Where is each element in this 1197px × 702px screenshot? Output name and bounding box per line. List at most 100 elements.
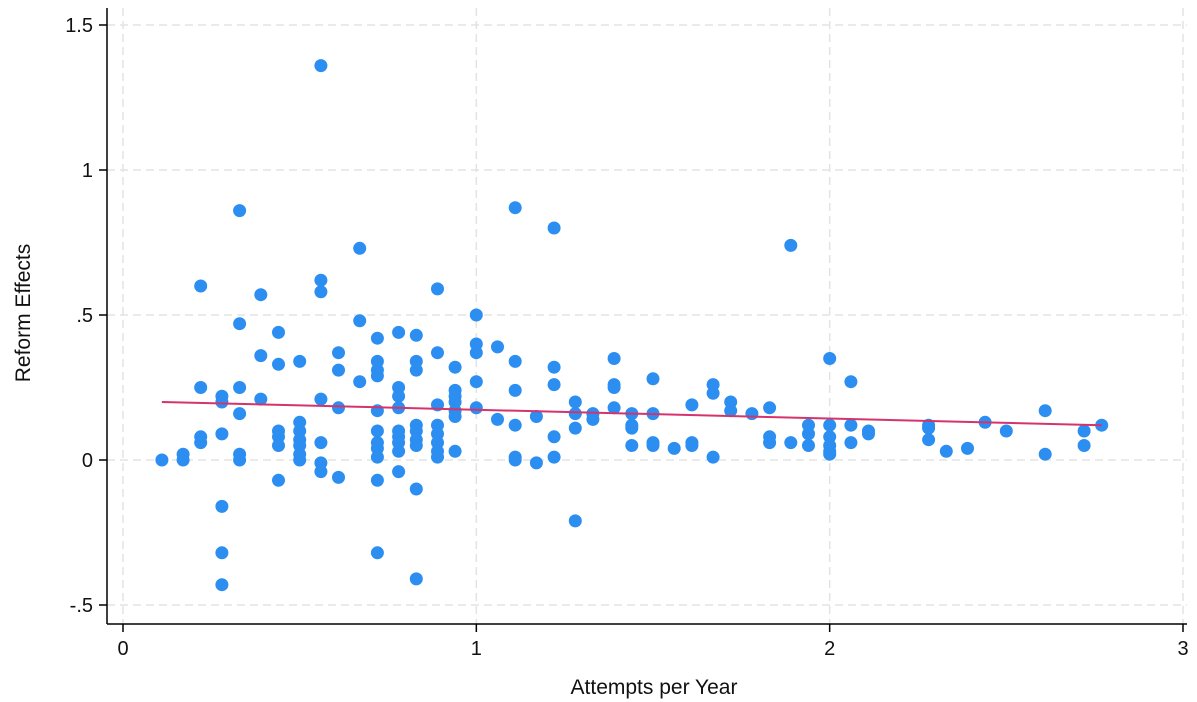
data-point bbox=[823, 352, 837, 365]
data-point bbox=[233, 381, 247, 394]
data-point bbox=[448, 410, 462, 423]
y-tick-label: 1 bbox=[82, 160, 93, 182]
data-point bbox=[469, 375, 483, 389]
data-point bbox=[272, 357, 285, 371]
fit-line-group bbox=[161, 401, 1102, 427]
data-point bbox=[784, 238, 798, 252]
data-point bbox=[431, 450, 444, 464]
x-tick-label: 1 bbox=[471, 638, 482, 660]
x-tick-label: 0 bbox=[117, 638, 128, 660]
y-tick-label: .5 bbox=[76, 305, 93, 327]
data-point bbox=[353, 314, 367, 328]
data-point bbox=[314, 59, 328, 73]
data-point bbox=[547, 430, 561, 444]
data-point bbox=[784, 436, 798, 450]
data-point bbox=[370, 369, 384, 383]
data-point bbox=[272, 473, 285, 487]
data-point bbox=[392, 389, 406, 403]
x-axis-title: Attempts per Year bbox=[571, 676, 738, 699]
data-point bbox=[586, 412, 600, 426]
data-point bbox=[194, 279, 208, 293]
data-point bbox=[1077, 439, 1091, 452]
data-point bbox=[314, 285, 328, 299]
x-tick-label: 3 bbox=[1177, 638, 1188, 660]
data-point bbox=[332, 470, 345, 484]
data-point bbox=[431, 282, 444, 296]
data-point bbox=[332, 401, 345, 415]
data-point bbox=[568, 395, 582, 409]
data-point bbox=[254, 349, 268, 363]
data-point bbox=[685, 398, 699, 412]
data-point bbox=[194, 381, 208, 394]
data-point bbox=[745, 407, 759, 421]
data-point bbox=[431, 346, 444, 360]
data-point bbox=[409, 439, 423, 452]
data-point bbox=[409, 572, 423, 586]
data-point bbox=[667, 441, 681, 455]
data-point bbox=[254, 288, 268, 302]
data-point bbox=[392, 444, 406, 458]
data-point bbox=[508, 354, 522, 368]
data-point bbox=[409, 328, 423, 342]
data-point bbox=[547, 450, 561, 464]
data-point bbox=[392, 325, 406, 339]
data-point bbox=[254, 392, 268, 406]
data-point bbox=[922, 421, 936, 435]
data-point bbox=[409, 363, 423, 377]
data-point bbox=[844, 375, 858, 389]
data-point bbox=[469, 401, 483, 415]
data-point bbox=[529, 456, 543, 470]
data-point bbox=[491, 340, 504, 354]
data-point bbox=[491, 412, 504, 426]
data-point bbox=[823, 447, 837, 461]
data-point bbox=[1077, 424, 1091, 438]
data-point bbox=[625, 421, 639, 435]
data-point bbox=[763, 401, 777, 415]
data-point bbox=[370, 424, 384, 438]
data-point bbox=[508, 201, 522, 215]
x-ticks: 0 1 2 3 bbox=[117, 624, 1189, 660]
data-point bbox=[314, 465, 328, 479]
data-point bbox=[547, 221, 561, 235]
data-point bbox=[215, 578, 229, 592]
data-point bbox=[448, 444, 462, 458]
data-point bbox=[233, 204, 247, 218]
data-point bbox=[607, 352, 621, 365]
data-point bbox=[370, 450, 384, 464]
data-point bbox=[862, 427, 875, 441]
data-point bbox=[625, 439, 639, 452]
data-point bbox=[1038, 447, 1052, 461]
data-point bbox=[508, 383, 522, 397]
data-point bbox=[215, 427, 229, 441]
data-point bbox=[469, 308, 483, 322]
data-point bbox=[763, 436, 777, 450]
data-point bbox=[215, 546, 229, 560]
data-point bbox=[448, 360, 462, 374]
data-point bbox=[353, 375, 367, 389]
data-point bbox=[508, 418, 522, 432]
data-point bbox=[233, 453, 247, 467]
data-point bbox=[233, 407, 247, 421]
fit-line bbox=[161, 401, 1102, 427]
data-point bbox=[844, 436, 858, 450]
data-point bbox=[547, 360, 561, 374]
data-point bbox=[802, 427, 815, 441]
y-tick-label: -.5 bbox=[70, 595, 93, 617]
axes bbox=[106, 8, 1187, 625]
data-point bbox=[293, 354, 307, 368]
data-point bbox=[353, 241, 367, 255]
data-point bbox=[293, 453, 307, 467]
data-point bbox=[155, 453, 169, 467]
data-point bbox=[314, 273, 328, 287]
y-axis-title: Reform Effects bbox=[12, 244, 35, 383]
data-point bbox=[215, 395, 229, 409]
data-point bbox=[508, 453, 522, 467]
data-point bbox=[314, 436, 328, 450]
data-point bbox=[568, 407, 582, 421]
data-point bbox=[272, 439, 285, 452]
data-point bbox=[607, 401, 621, 415]
grid-lines bbox=[107, 8, 1187, 624]
data-point bbox=[370, 331, 384, 345]
data-point bbox=[1038, 404, 1052, 418]
